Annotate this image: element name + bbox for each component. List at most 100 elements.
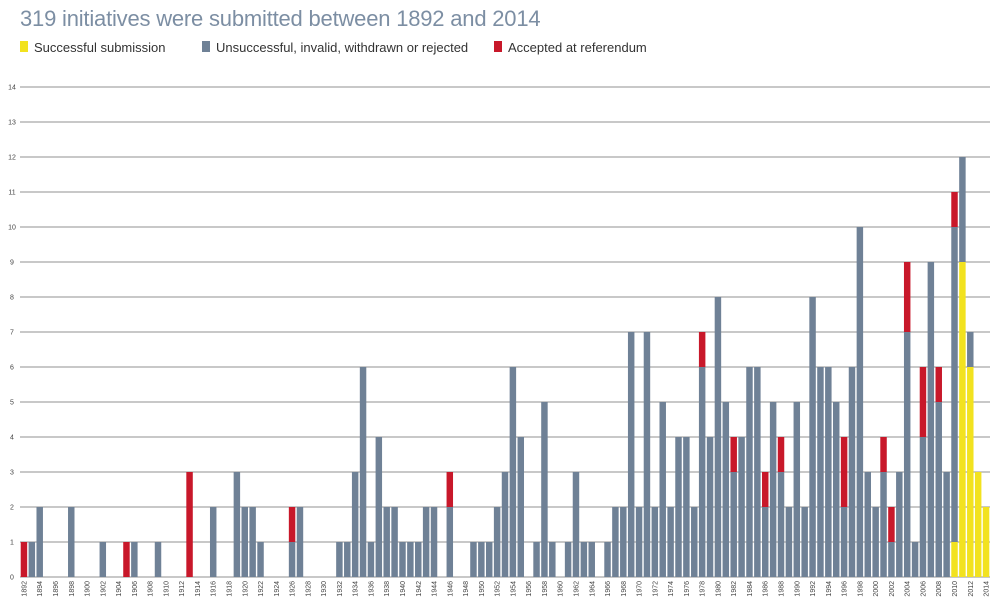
x-tick-label: 1948 xyxy=(463,581,470,597)
x-tick-label: 1918 xyxy=(226,581,233,597)
legend-swatch-unsuccessful xyxy=(202,41,210,52)
bar-1978-series-2 xyxy=(698,332,706,367)
x-tick-label: 2008 xyxy=(936,581,943,597)
bar-1962-series-1 xyxy=(572,472,580,577)
chart-title: 319 initiatives were submitted between 1… xyxy=(20,6,541,31)
x-tick-label: 1912 xyxy=(179,581,186,597)
x-tick-label: 1924 xyxy=(274,581,281,597)
bar-1946-series-1 xyxy=(446,507,454,577)
legend-label-unsuccessful: Unsuccessful, invalid, withdrawn or reje… xyxy=(216,40,469,55)
bar-2010-series-0 xyxy=(951,542,958,577)
x-tick-label: 1898 xyxy=(69,581,76,597)
bar-1988-series-1 xyxy=(777,472,785,577)
bar-1977-series-1 xyxy=(691,507,698,577)
bar-1984-series-1 xyxy=(746,367,753,577)
x-tick-label: 1972 xyxy=(652,581,659,597)
y-tick-label: 7 xyxy=(10,330,14,337)
bar-1938-series-1 xyxy=(383,507,390,577)
bar-2011-series-1 xyxy=(959,157,966,262)
bar-2007-series-1 xyxy=(927,262,935,577)
x-tick-label: 1984 xyxy=(747,581,754,597)
bar-1941-series-1 xyxy=(407,542,414,577)
bar-2002-series-2 xyxy=(888,507,895,542)
x-tick-label: 1944 xyxy=(432,581,439,597)
bar-1983-series-1 xyxy=(738,437,745,577)
bar-2002-series-1 xyxy=(888,542,895,577)
bar-1920-series-1 xyxy=(241,507,248,577)
bar-1993-series-1 xyxy=(817,367,824,577)
x-tick-label: 2000 xyxy=(873,581,880,597)
bar-1967-series-1 xyxy=(612,507,619,577)
x-tick-label: 1968 xyxy=(621,581,628,597)
x-tick-label: 1964 xyxy=(589,581,596,597)
legend-label-accepted: Accepted at referendum xyxy=(508,40,647,55)
bar-1987-series-1 xyxy=(769,402,777,577)
bar-2001-series-2 xyxy=(880,437,887,472)
bar-2000-series-1 xyxy=(872,507,879,577)
bar-2012-series-1 xyxy=(967,332,974,367)
bar-1933-series-1 xyxy=(344,542,351,577)
x-tick-label: 1910 xyxy=(163,581,170,597)
x-tick-label: 1926 xyxy=(290,581,297,597)
x-tick-label: 1988 xyxy=(779,581,786,597)
x-tick-label: 1908 xyxy=(148,581,155,597)
x-tick-label: 1954 xyxy=(510,581,517,597)
legend-label-successful: Successful submission xyxy=(34,40,166,55)
bar-1932-series-1 xyxy=(336,542,343,577)
x-tick-label: 1940 xyxy=(400,581,407,597)
bar-1913-series-2 xyxy=(186,472,193,577)
bar-2014-series-0 xyxy=(982,507,990,577)
x-tick-label: 1966 xyxy=(605,581,612,597)
x-tick-label: 2006 xyxy=(920,581,927,597)
bar-1952-series-1 xyxy=(493,507,501,577)
x-tick-label: 1986 xyxy=(763,581,770,597)
bar-1979-series-1 xyxy=(706,437,714,577)
bar-1940-series-1 xyxy=(399,542,406,577)
bar-2010-series-2 xyxy=(951,192,958,227)
y-tick-label: 6 xyxy=(10,365,14,372)
bar-1981-series-1 xyxy=(722,402,730,577)
bar-2006-series-1 xyxy=(919,437,927,577)
bar-1959-series-1 xyxy=(549,542,556,577)
bar-1991-series-1 xyxy=(801,507,808,577)
x-tick-label: 1942 xyxy=(416,581,423,597)
bar-1974-series-1 xyxy=(667,507,674,577)
x-tick-label: 1936 xyxy=(368,581,375,597)
x-tick-label: 1980 xyxy=(715,581,722,597)
x-tick-label: 1974 xyxy=(668,581,675,597)
x-tick-label: 1946 xyxy=(447,581,454,597)
bars xyxy=(20,157,990,577)
bar-1989-series-1 xyxy=(785,507,793,577)
bar-1961-series-1 xyxy=(564,542,572,577)
bar-2008-series-1 xyxy=(935,402,942,577)
x-tick-label: 1992 xyxy=(810,581,817,597)
x-tick-label: 1922 xyxy=(258,581,265,597)
x-tick-label: 2014 xyxy=(984,581,991,597)
x-tick-label: 1916 xyxy=(211,581,218,597)
legend-swatch-accepted xyxy=(494,41,502,52)
bar-1970-series-1 xyxy=(635,507,643,577)
x-tick-label: 1906 xyxy=(132,581,139,597)
x-tick-label: 1990 xyxy=(794,581,801,597)
x-tick-label: 1900 xyxy=(85,581,92,597)
bar-1971-series-1 xyxy=(643,332,651,577)
y-tick-label: 2 xyxy=(10,505,14,512)
x-tick-label: 1970 xyxy=(637,581,644,597)
bar-1934-series-1 xyxy=(351,472,359,577)
x-tick-label: 1956 xyxy=(526,581,533,597)
bar-2004-series-1 xyxy=(903,332,911,577)
bar-2005-series-1 xyxy=(911,542,919,577)
x-tick-label: 1958 xyxy=(542,581,549,597)
bar-2012-series-0 xyxy=(967,367,974,577)
bar-1893-series-1 xyxy=(28,542,36,577)
x-tick-label: 1920 xyxy=(242,581,249,597)
y-tick-label: 5 xyxy=(10,400,14,407)
bar-1939-series-1 xyxy=(391,507,398,577)
bar-2006-series-2 xyxy=(919,367,927,437)
bar-1909-series-1 xyxy=(154,542,162,577)
y-tick-label: 12 xyxy=(8,155,16,162)
bar-1973-series-1 xyxy=(659,402,666,577)
bar-2001-series-1 xyxy=(880,472,887,577)
x-tick-label: 1976 xyxy=(684,581,691,597)
bar-1975-series-1 xyxy=(675,437,682,577)
